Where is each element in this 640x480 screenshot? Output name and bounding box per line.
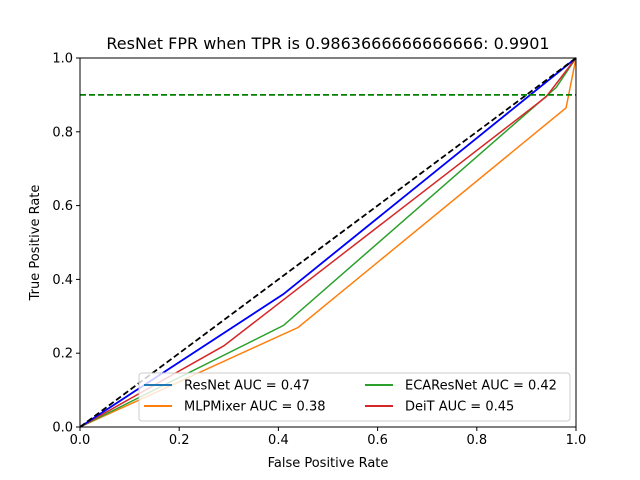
y-axis-label: True Positive Rate (28, 185, 43, 302)
x-tick-label-3: 0.6 (367, 433, 388, 448)
legend-label-0: ResNet AUC = 0.47 (184, 379, 310, 394)
y-tick-label-3: 0.6 (52, 199, 73, 214)
y-tick-label-2: 0.4 (52, 273, 73, 288)
legend-label-2: ECAResNet AUC = 0.42 (405, 379, 557, 394)
x-tick-label-4: 0.8 (466, 433, 487, 448)
y-tick-label-5: 1.0 (52, 52, 73, 67)
plot-frame (79, 57, 577, 428)
reference-line-1 (79, 57, 577, 428)
chart-title: ResNet FPR when TPR is 0.986366666666666… (106, 34, 549, 53)
x-axis-ticks: 0.0 0.2 0.4 0.6 0.8 1.0 (70, 427, 587, 448)
y-tick-label-0: 0.0 (52, 421, 73, 436)
y-tick-label-4: 0.8 (52, 125, 73, 140)
y-axis-ticks: 0.0 0.2 0.4 0.6 0.8 1.0 (52, 52, 80, 436)
x-axis-label: False Positive Rate (268, 456, 389, 471)
y-tick-label-1: 0.2 (52, 347, 73, 362)
x-tick-label-1: 0.2 (169, 433, 190, 448)
x-tick-label-5: 1.0 (566, 433, 587, 448)
legend-label-1: MLPMixer AUC = 0.38 (184, 400, 325, 415)
legend: ResNet AUC = 0.47 MLPMixer AUC = 0.38 ECAR… (138, 372, 571, 422)
x-tick-label-2: 0.4 (268, 433, 289, 448)
legend-box (138, 372, 571, 422)
x-tick-label-0: 0.0 (70, 433, 91, 448)
legend-label-3: DeiT AUC = 0.45 (405, 400, 514, 415)
